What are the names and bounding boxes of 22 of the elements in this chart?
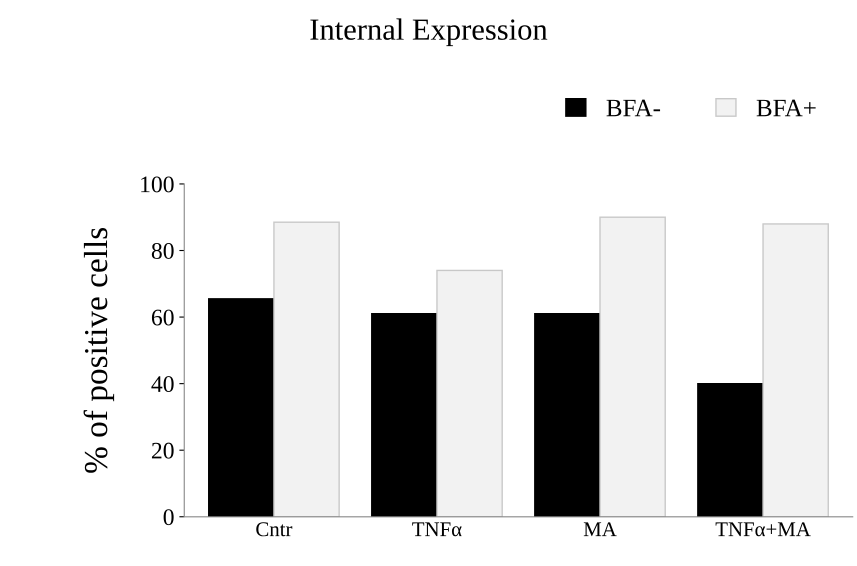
y-tick-label: 40 — [151, 376, 174, 392]
y-tick-label: 100 — [141, 176, 174, 192]
bar — [208, 298, 275, 517]
x-tick-label: Cntr — [256, 522, 292, 536]
bar — [273, 222, 340, 517]
legend-label: BFA+ — [756, 100, 816, 116]
legend-label: BFA- — [606, 100, 660, 116]
bar — [762, 223, 829, 517]
x-tick-label: TNFα — [412, 522, 462, 536]
y-axis-title: % of positive cells — [84, 228, 114, 473]
y-tick-label: 20 — [152, 442, 174, 459]
chart-title: Internal Expression — [310, 18, 548, 46]
y-tick-label: 80 — [152, 243, 174, 259]
x-tick-label: MA — [584, 522, 617, 536]
bar — [534, 313, 601, 517]
y-tick-label: 0 — [164, 509, 174, 526]
bar — [436, 270, 503, 517]
y-tick-label: 60 — [152, 310, 174, 326]
x-tick-label: TNFα+MA — [716, 522, 811, 536]
bar — [371, 313, 438, 517]
bar — [697, 382, 764, 517]
bar — [599, 216, 666, 517]
